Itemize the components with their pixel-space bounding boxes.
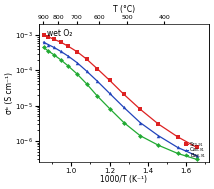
Sr₀.₉₁ [67,45,70,47]
Ba₀.₉₁ [67,65,70,67]
Sr₀.₉₁ [157,123,160,125]
X-axis label: T (°C): T (°C) [113,5,135,14]
X-axis label: 1000/T (K⁻¹): 1000/T (K⁻¹) [100,175,147,184]
Ca₀.₉₁ [85,70,88,72]
Sr₀.₉₁ [47,36,50,38]
Ca₀.₉₁ [76,61,78,64]
Ba₀.₉₁ [176,152,179,154]
Ba₀.₉₁ [195,158,198,160]
Sr₀.₉₁ [139,108,141,110]
Ba₀.₉₁ [53,54,55,56]
Ca₀.₉₁ [108,92,111,94]
Sr₀.₉₁ [195,146,198,149]
Ba₀.₉₁ [139,135,141,137]
Ca₀.₉₁ [59,50,62,53]
Ca₀.₉₁ [195,155,198,157]
Sr₀.₉₁ [76,50,78,53]
Ca₀.₉₁ [139,122,141,124]
Ca₀.₉₁ [53,46,55,49]
Sr₀.₉₁ [85,58,88,60]
Line: Sr₀.₉₁: Sr₀.₉₁ [42,33,198,149]
Sr₀.₉₁ [59,41,62,43]
Sr₀.₉₁ [53,38,55,40]
Ca₀.₉₁ [96,80,98,82]
Ba₀.₉₁ [85,83,88,85]
Ba₀.₉₁ [42,46,45,49]
Sr₀.₉₁ [42,34,45,36]
Ca₀.₉₁ [123,106,125,109]
Text: wet O₂: wet O₂ [47,29,73,38]
Line: Ba₀.₉₁: Ba₀.₉₁ [42,46,198,161]
Ba₀.₉₁ [47,50,50,52]
Ca₀.₉₁ [176,146,179,149]
Ba₀.₉₁ [157,144,160,146]
Ba₀.₉₁ [108,107,111,110]
Line: Ca₀.₉₁: Ca₀.₉₁ [42,40,198,158]
Sr₀.₉₁ [108,79,111,81]
Legend: Sr₀.₉₁, Ca₀.₉₁, Ba₀.₉₁: Sr₀.₉₁, Ca₀.₉₁, Ba₀.₉₁ [184,142,205,158]
Sr₀.₉₁ [123,93,125,96]
Ca₀.₉₁ [42,41,45,43]
Sr₀.₉₁ [96,67,98,70]
Ca₀.₉₁ [67,55,70,57]
Ca₀.₉₁ [157,135,160,137]
Ba₀.₉₁ [96,95,98,97]
Ba₀.₉₁ [59,59,62,61]
Y-axis label: σᵇ (S cm⁻¹): σᵇ (S cm⁻¹) [5,72,14,114]
Sr₀.₉₁ [176,136,179,138]
Ba₀.₉₁ [123,122,125,124]
Ba₀.₉₁ [76,73,78,75]
Ca₀.₉₁ [47,43,50,46]
